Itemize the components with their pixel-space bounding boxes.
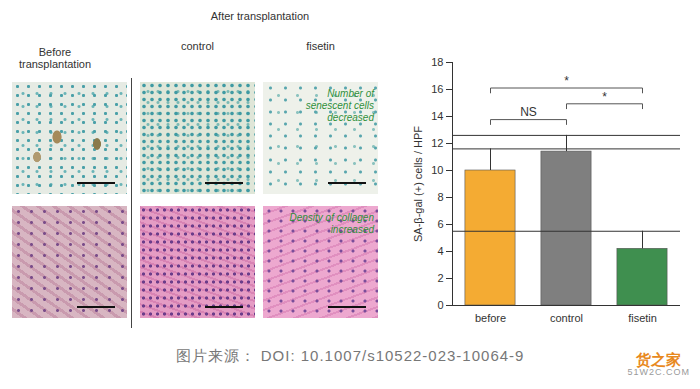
html-text:Number of senescent cells decr: Number of senescent cells decreased: [305, 88, 374, 123]
svg-text:18: 18: [431, 56, 443, 68]
svg-text:control: control: [550, 312, 583, 324]
svg-text:2: 2: [437, 272, 443, 284]
html-text:fisetin: fisetin: [306, 40, 335, 52]
svg-text:16: 16: [431, 83, 443, 95]
svg-text:NS: NS: [520, 105, 537, 119]
svg-text:0: 0: [437, 299, 443, 311]
svg-text:14: 14: [431, 110, 443, 122]
html-text:control: control: [181, 40, 214, 52]
svg-text:before: before: [475, 312, 506, 324]
html-text:货之家: 货之家: [636, 351, 682, 368]
html-text:图片来源： DOI: 10.1007/s10522-023-: 图片来源： DOI: 10.1007/s10522-023-10064-9: [175, 347, 525, 364]
svg-text:4: 4: [437, 245, 443, 257]
svg-text:*: *: [602, 90, 607, 104]
svg-text:SA-β-gal (+) cells / HPF: SA-β-gal (+) cells / HPF: [412, 126, 424, 242]
svg-text:fisetin: fisetin: [628, 312, 657, 324]
svg-text:6: 6: [437, 218, 443, 230]
svg-text:8: 8: [437, 191, 443, 203]
html-text:Before transplantation: Before transplantation: [18, 46, 92, 70]
html-text:51W2C.COM: 51W2C.COM: [627, 366, 690, 377]
svg-text:10: 10: [431, 164, 443, 176]
html-text:Density of collagen increased: Density of collagen increased: [289, 212, 374, 235]
html-text:After transplantation: After transplantation: [210, 10, 310, 22]
svg-text:*: *: [564, 74, 569, 88]
svg-text:12: 12: [431, 137, 443, 149]
